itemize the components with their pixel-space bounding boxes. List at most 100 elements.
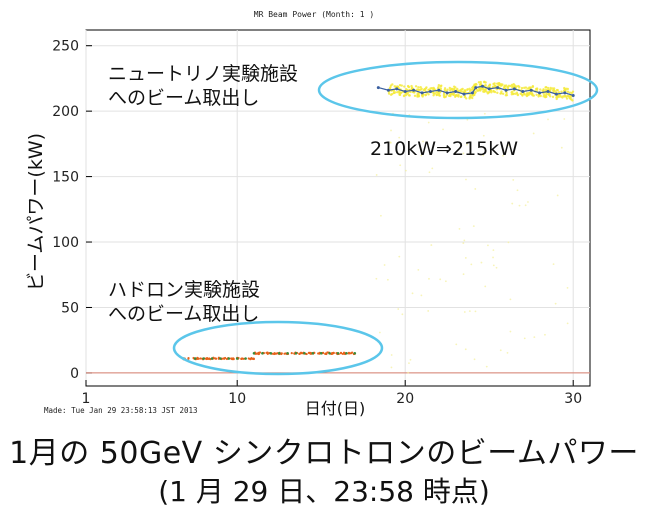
band-point [515,91,519,94]
band-point [566,87,570,91]
band-point [520,86,524,90]
band-point [526,94,529,97]
noise-point [492,264,495,267]
caption-line-2: (1 月 29 日、23:58 時点) [158,475,490,508]
noise-point [466,143,468,146]
hadron-point [339,352,343,355]
noise-point [468,310,471,313]
noise-point [428,277,430,280]
band-point [437,94,441,97]
y-axis-label: ビームパワー(kW) [25,133,47,291]
noise-point [524,204,527,207]
data-point [210,357,214,360]
noise-point [398,136,401,139]
band-point [523,93,527,96]
band-point [474,82,478,86]
band-point [417,86,420,89]
band-point [489,90,492,93]
band-point [529,86,532,89]
band-point [427,93,430,96]
y-tick-label: 200 [52,104,79,120]
band-point [505,93,509,97]
band-point [539,94,542,98]
data-point [269,351,273,355]
band-point [450,87,454,90]
noise-point [420,294,423,297]
data-point [294,351,298,355]
band-point [424,87,428,90]
hadron-point [331,352,334,355]
noise-point [417,268,420,271]
band-point [438,91,442,94]
trend-line [378,85,574,97]
band-point [496,91,499,94]
noise-point [427,121,430,124]
band-point [560,90,563,93]
band-point [526,87,530,90]
band-point [443,95,446,99]
band-point [551,95,555,99]
band-point [424,93,427,97]
y-tick-label: 100 [52,235,79,251]
noise-point [409,358,412,361]
band-point [468,97,471,100]
band-point [432,94,435,97]
x-axis-ticks: 1 10 20 30 [82,380,582,407]
band-point [414,85,418,88]
band-point [568,91,572,94]
noise-point [464,257,467,259]
band-point [403,85,406,88]
band-point [405,87,408,91]
noise-point [482,154,485,157]
noise-point [516,189,519,192]
noise-point [428,171,431,174]
band-point [430,86,434,90]
band-point [507,84,511,87]
noise-point [485,365,488,368]
y-tick-label: 50 [61,300,79,316]
band-point [473,91,477,95]
band-point [501,92,505,95]
band-point [556,95,560,98]
noise-point [502,154,504,157]
noise-point [499,349,502,352]
band-point [531,84,535,88]
band-point [517,84,520,88]
band-point [435,93,439,97]
band-point [513,84,516,87]
noise-point [507,241,510,244]
noise-point [566,322,569,325]
noise-point [427,310,430,312]
band-point [459,89,462,92]
band-point [419,86,422,89]
band-point [492,85,495,88]
band-point [481,88,484,91]
noise-point [492,249,495,252]
noise-point [511,202,514,205]
hadron-point [280,352,283,356]
noise-point [455,343,458,346]
noise-point [397,308,400,310]
annotation-power-change: 210kW⇒215kW [370,138,518,160]
hadron-point [273,352,276,355]
band-point [454,94,458,97]
noise-point [473,358,476,361]
noise-point [512,179,515,181]
band-point [432,88,435,91]
band-point [523,86,526,90]
y-tick-label: 150 [52,170,79,186]
band-point [567,95,571,98]
hadron-point [213,357,217,360]
band-point [484,83,487,87]
band-point [516,93,520,97]
noise-point [401,313,404,316]
band-point [566,90,570,93]
noise-point [492,256,494,259]
chart-title: MR Beam Power (Month: 1 ) [254,10,374,19]
hadron-point [290,352,293,355]
noise-point [431,167,434,170]
noise-point [462,273,465,276]
noise-point [509,330,512,333]
band-point [433,92,436,95]
noise-point [560,146,563,149]
